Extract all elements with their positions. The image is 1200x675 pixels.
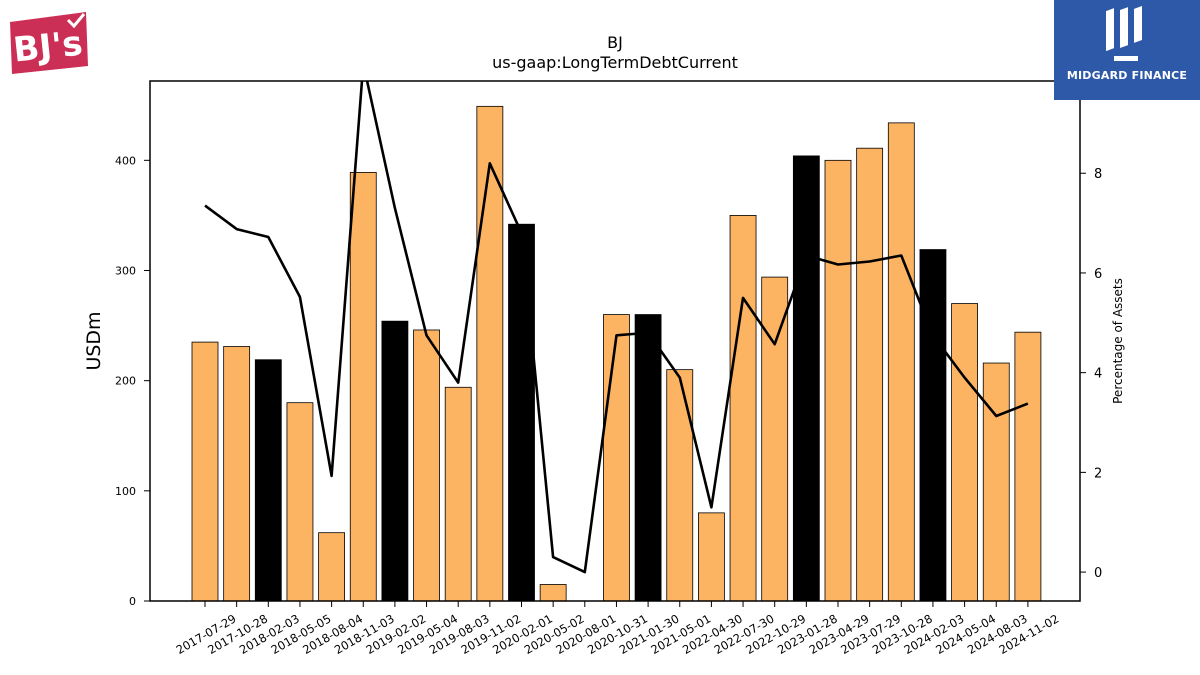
bar (887, 122, 915, 602)
percentage-line (204, 81, 1029, 574)
bar (761, 276, 789, 602)
bar (729, 215, 757, 602)
bar (919, 249, 947, 602)
bar (666, 369, 694, 602)
y-tick-label: 0 (129, 595, 136, 608)
y2-tick-label: 4 (1094, 367, 1102, 382)
bar (444, 386, 472, 602)
midgard-finance-label: MIDGARD FINANCE (1066, 69, 1188, 82)
y-tick-label: 300 (115, 264, 136, 277)
bar (792, 155, 820, 602)
bar (223, 346, 251, 602)
bar (1014, 331, 1042, 602)
bar (634, 314, 662, 602)
bar (951, 303, 978, 602)
bar (698, 512, 725, 602)
bar (603, 314, 630, 602)
bjs-logo: BJ's (8, 8, 90, 76)
bar (476, 105, 504, 602)
bar (254, 359, 282, 602)
bar (824, 159, 852, 602)
bars (191, 105, 1042, 602)
y-axis-label: USDm (83, 311, 105, 370)
bar (508, 223, 535, 602)
bar (349, 172, 377, 602)
bar (982, 362, 1010, 602)
chart-title: BJ (607, 33, 623, 52)
y-tick-label: 400 (115, 154, 136, 167)
bar (381, 320, 409, 602)
bar (318, 532, 346, 602)
bar (191, 341, 219, 602)
y-tick-label: 200 (115, 375, 136, 388)
y2-tick-label: 2 (1094, 466, 1102, 481)
y-axis: 0 100 200 300 400 (115, 154, 150, 608)
midgard-finance-logo: MIDGARD FINANCE (1054, 0, 1200, 100)
y2-tick-label: 8 (1094, 167, 1102, 182)
plot-frame (149, 80, 1081, 602)
bar (413, 329, 440, 602)
bar (286, 402, 314, 602)
y2-tick-label: 0 (1094, 566, 1102, 581)
y2-axis: 0 2 4 6 8 (1080, 167, 1102, 581)
line-series (204, 81, 1029, 574)
x-axis: 2017-07-292017-10-282018-02-032018-05-05… (174, 601, 1061, 657)
bar (539, 584, 567, 602)
svg-text:BJ's: BJ's (11, 23, 84, 70)
chart-subtitle: us-gaap:LongTermDebtCurrent (492, 53, 738, 72)
y2-tick-label: 6 (1094, 267, 1102, 282)
y2-axis-label: Percentage of Assets (1111, 278, 1125, 404)
y-tick-label: 100 (115, 485, 136, 498)
bar (856, 147, 884, 602)
